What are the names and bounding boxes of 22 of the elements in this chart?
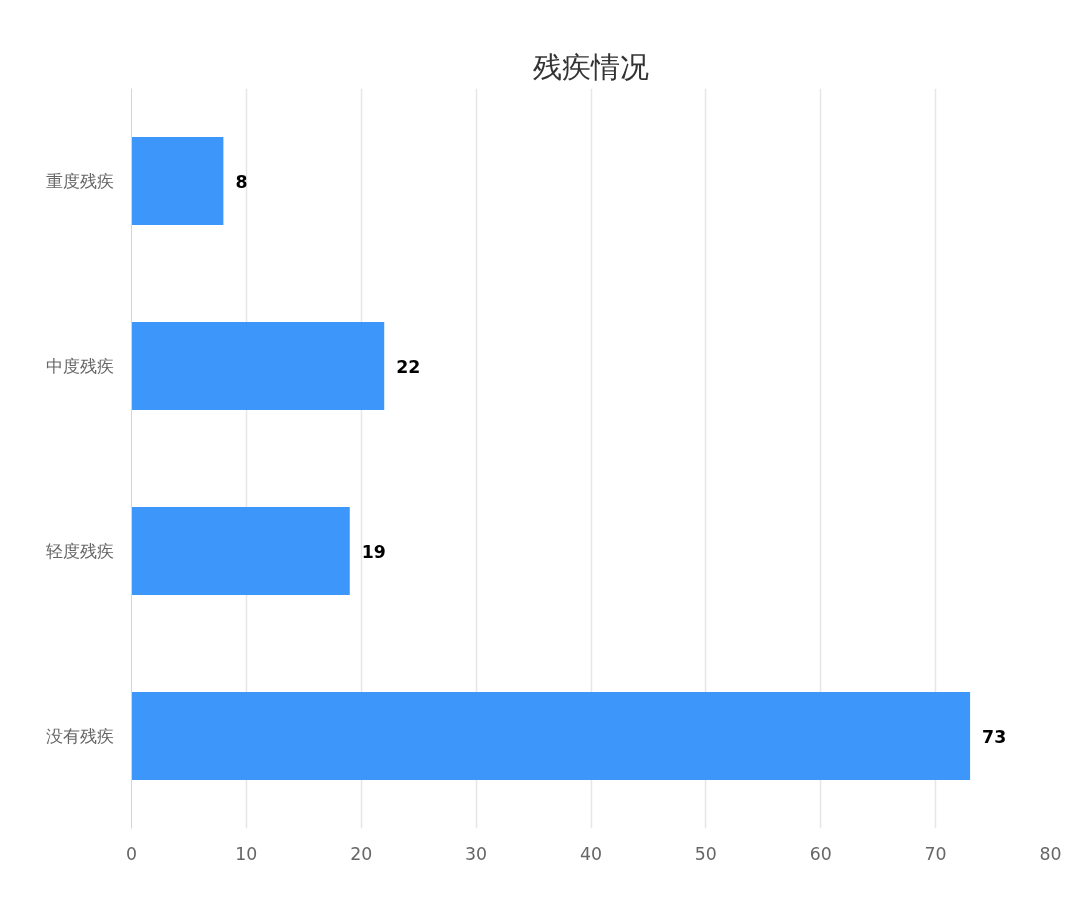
y-tick-label: 轻度残疾 [45, 541, 114, 561]
x-tick-label: 80 [1039, 843, 1062, 864]
bar [131, 322, 385, 410]
data-label: 22 [396, 356, 421, 377]
x-tick-label: 30 [465, 843, 488, 864]
y-tick-label: 中度残疾 [45, 356, 114, 376]
x-tick-label: 70 [924, 843, 947, 864]
x-tick-label: 60 [809, 843, 832, 864]
data-label: 8 [235, 171, 248, 192]
bar [131, 137, 224, 225]
chart-title: 残疾情况 [533, 49, 649, 84]
y-tick-label: 重度残疾 [45, 171, 114, 191]
y-tick-label: 没有残疾 [45, 726, 114, 746]
x-tick-label: 40 [579, 843, 603, 864]
data-label: 73 [982, 726, 1007, 747]
bar [131, 692, 971, 780]
x-tick-label: 10 [235, 843, 258, 864]
x-tick-label: 50 [694, 843, 717, 864]
data-label: 19 [361, 541, 386, 562]
x-tick-label: 20 [350, 843, 373, 864]
bar [131, 507, 350, 595]
x-tick-label: 0 [125, 843, 138, 864]
